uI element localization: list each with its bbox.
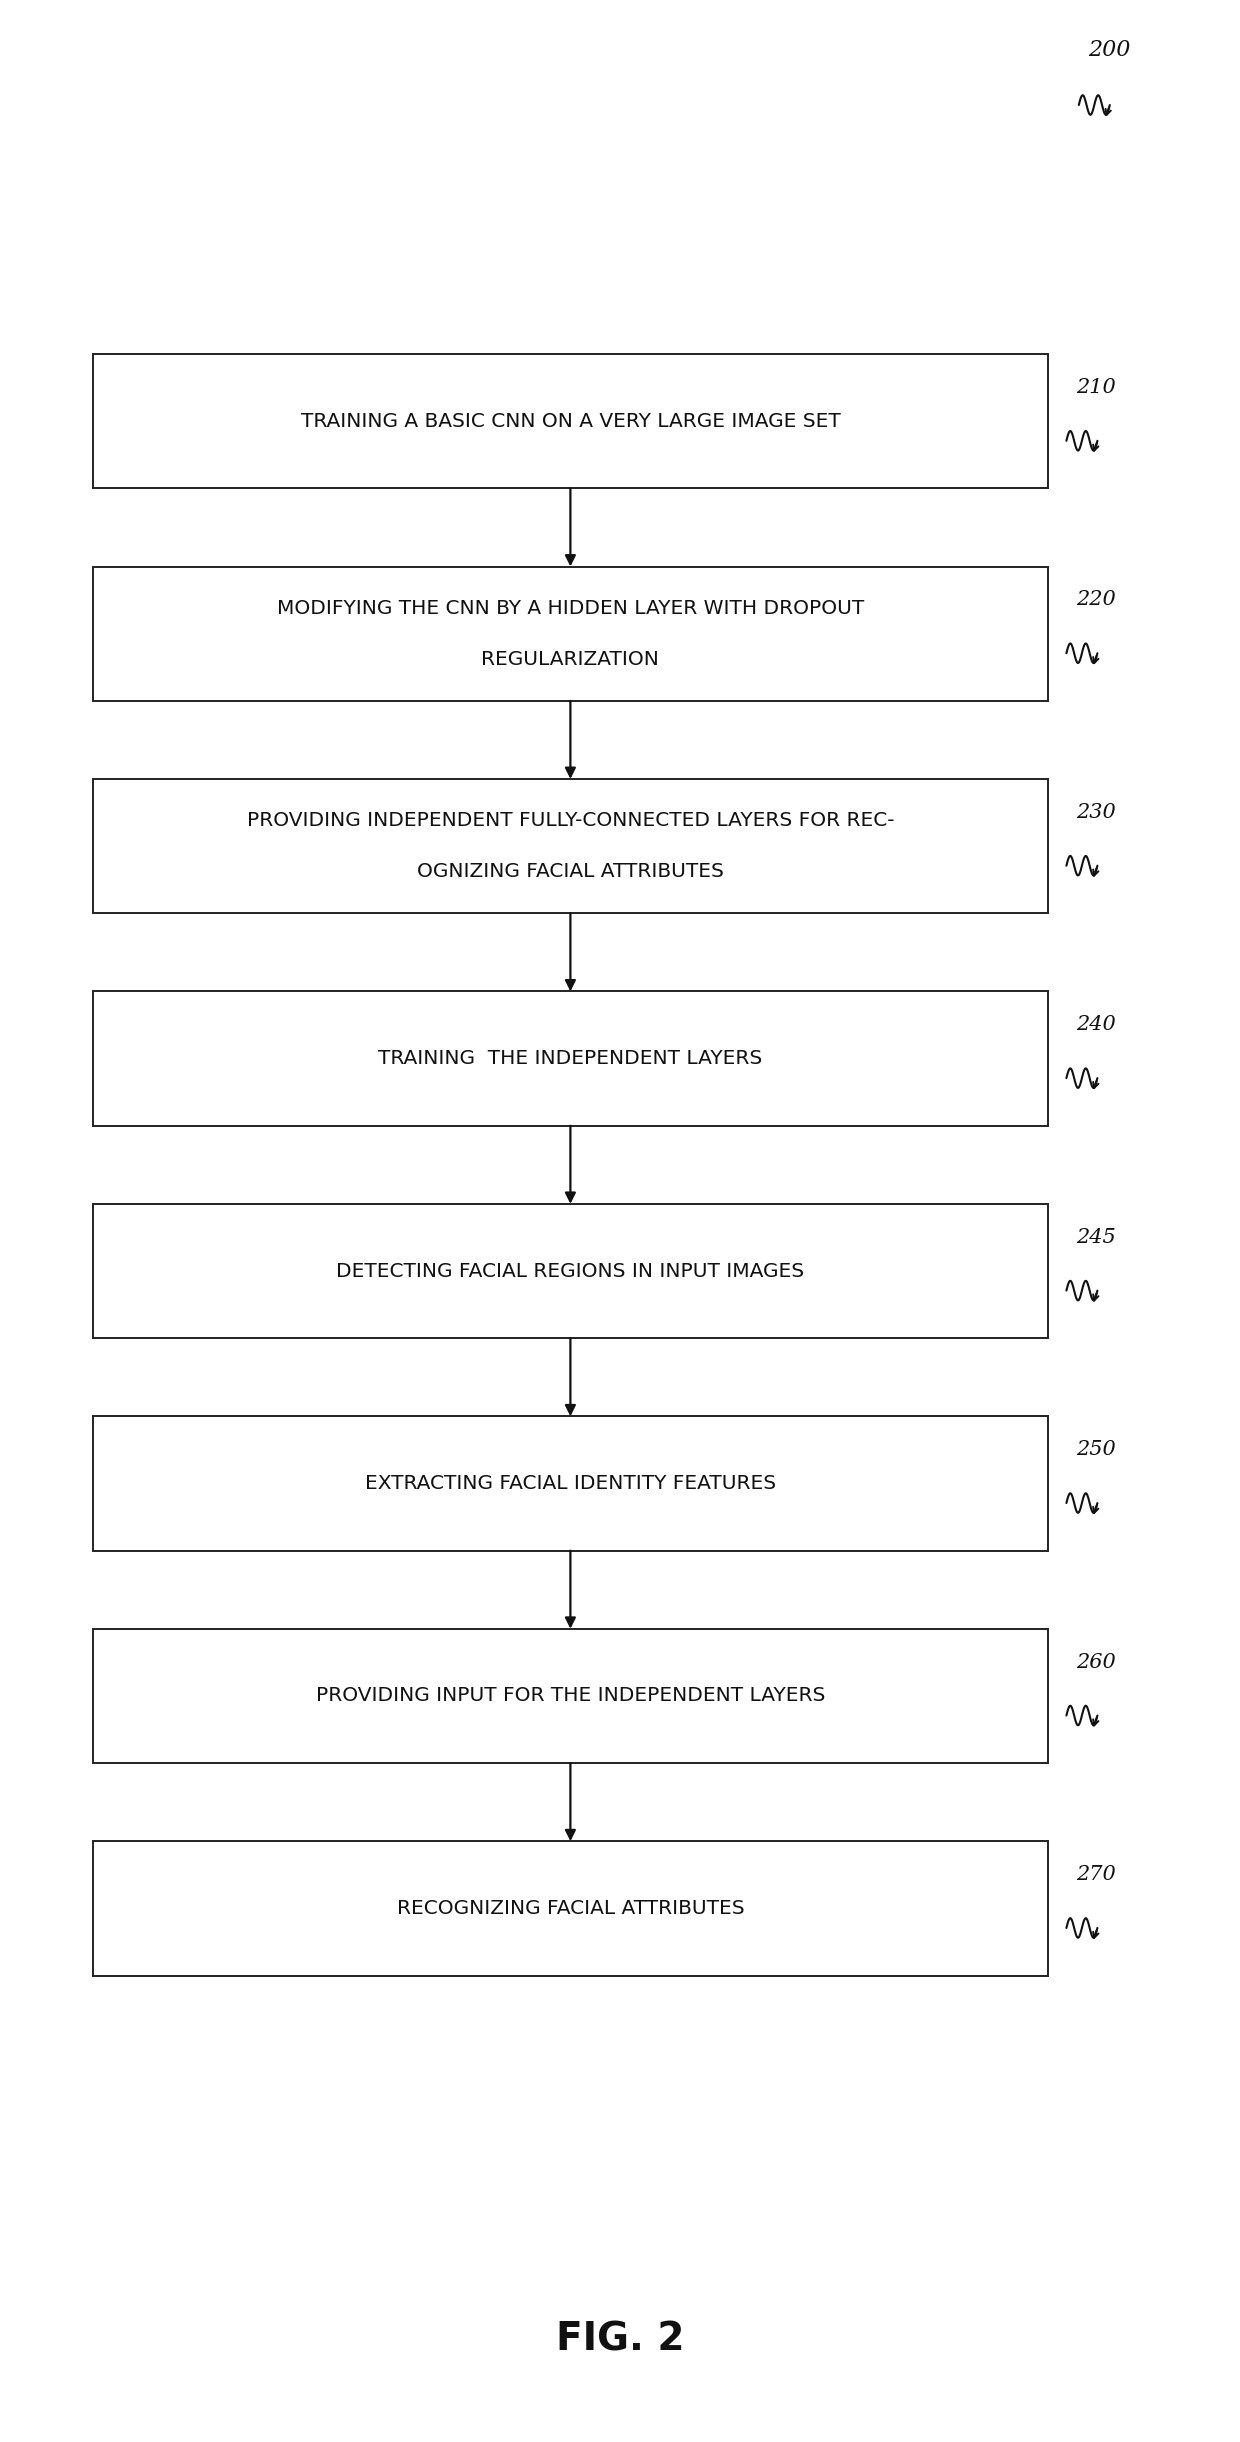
Text: DETECTING FACIAL REGIONS IN INPUT IMAGES: DETECTING FACIAL REGIONS IN INPUT IMAGES: [336, 1263, 805, 1280]
Bar: [93, 1629, 1048, 1763]
Text: OGNIZING FACIAL ATTRIBUTES: OGNIZING FACIAL ATTRIBUTES: [417, 862, 724, 882]
Text: EXTRACTING FACIAL IDENTITY FEATURES: EXTRACTING FACIAL IDENTITY FEATURES: [365, 1475, 776, 1492]
Text: RECOGNIZING FACIAL ATTRIBUTES: RECOGNIZING FACIAL ATTRIBUTES: [397, 1900, 744, 1917]
Text: 245: 245: [1075, 1228, 1116, 1245]
Text: TRAINING  THE INDEPENDENT LAYERS: TRAINING THE INDEPENDENT LAYERS: [378, 1050, 763, 1067]
Bar: [93, 991, 1048, 1126]
Text: PROVIDING INDEPENDENT FULLY-CONNECTED LAYERS FOR REC-: PROVIDING INDEPENDENT FULLY-CONNECTED LA…: [247, 811, 894, 830]
Text: 240: 240: [1075, 1016, 1116, 1033]
Bar: [93, 779, 1048, 913]
Text: 260: 260: [1075, 1653, 1116, 1670]
Bar: [93, 354, 1048, 488]
Text: TRAINING A BASIC CNN ON A VERY LARGE IMAGE SET: TRAINING A BASIC CNN ON A VERY LARGE IMA…: [300, 413, 841, 430]
Text: MODIFYING THE CNN BY A HIDDEN LAYER WITH DROPOUT: MODIFYING THE CNN BY A HIDDEN LAYER WITH…: [277, 598, 864, 618]
Bar: [93, 1204, 1048, 1338]
Text: 270: 270: [1075, 1866, 1116, 1883]
Text: FIG. 2: FIG. 2: [556, 2320, 684, 2359]
Text: 250: 250: [1075, 1441, 1116, 1458]
Text: REGULARIZATION: REGULARIZATION: [481, 650, 660, 669]
Text: 230: 230: [1075, 803, 1116, 821]
Bar: [93, 1416, 1048, 1551]
Text: 220: 220: [1075, 591, 1116, 608]
Bar: [93, 567, 1048, 701]
Bar: [93, 1841, 1048, 1976]
Text: 200: 200: [1089, 39, 1131, 61]
Text: PROVIDING INPUT FOR THE INDEPENDENT LAYERS: PROVIDING INPUT FOR THE INDEPENDENT LAYE…: [316, 1687, 825, 1705]
Text: 210: 210: [1075, 379, 1116, 396]
